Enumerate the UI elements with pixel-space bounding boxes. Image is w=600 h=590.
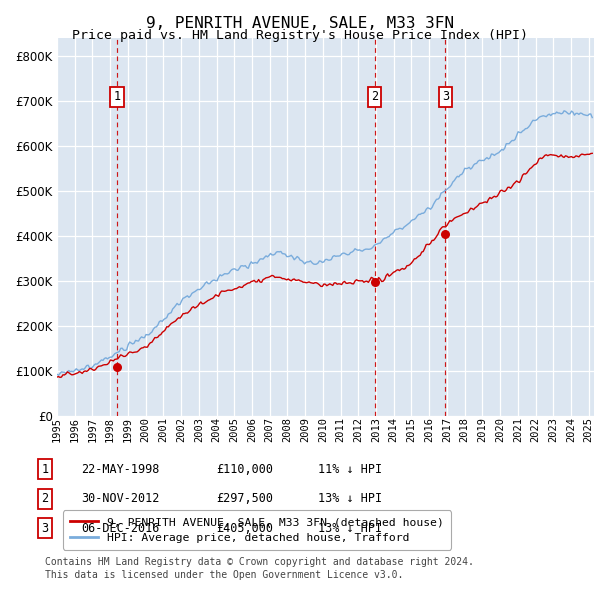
Text: 1: 1: [41, 463, 49, 476]
Text: Contains HM Land Registry data © Crown copyright and database right 2024.: Contains HM Land Registry data © Crown c…: [45, 557, 474, 566]
Text: 3: 3: [41, 522, 49, 535]
Text: 13% ↓ HPI: 13% ↓ HPI: [318, 492, 382, 505]
Text: Price paid vs. HM Land Registry's House Price Index (HPI): Price paid vs. HM Land Registry's House …: [72, 29, 528, 42]
Text: £405,000: £405,000: [216, 522, 273, 535]
Text: £110,000: £110,000: [216, 463, 273, 476]
Text: £297,500: £297,500: [216, 492, 273, 505]
Text: 3: 3: [442, 90, 449, 103]
Text: 30-NOV-2012: 30-NOV-2012: [81, 492, 160, 505]
Text: 9, PENRITH AVENUE, SALE, M33 3FN: 9, PENRITH AVENUE, SALE, M33 3FN: [146, 16, 454, 31]
Text: 22-MAY-1998: 22-MAY-1998: [81, 463, 160, 476]
Text: 2: 2: [371, 90, 378, 103]
Text: 13% ↓ HPI: 13% ↓ HPI: [318, 522, 382, 535]
Text: This data is licensed under the Open Government Licence v3.0.: This data is licensed under the Open Gov…: [45, 571, 403, 580]
Text: 1: 1: [113, 90, 121, 103]
Legend: 9, PENRITH AVENUE, SALE, M33 3FN (detached house), HPI: Average price, detached : 9, PENRITH AVENUE, SALE, M33 3FN (detach…: [62, 510, 451, 550]
Text: 2: 2: [41, 492, 49, 505]
Text: 06-DEC-2016: 06-DEC-2016: [81, 522, 160, 535]
Text: 11% ↓ HPI: 11% ↓ HPI: [318, 463, 382, 476]
